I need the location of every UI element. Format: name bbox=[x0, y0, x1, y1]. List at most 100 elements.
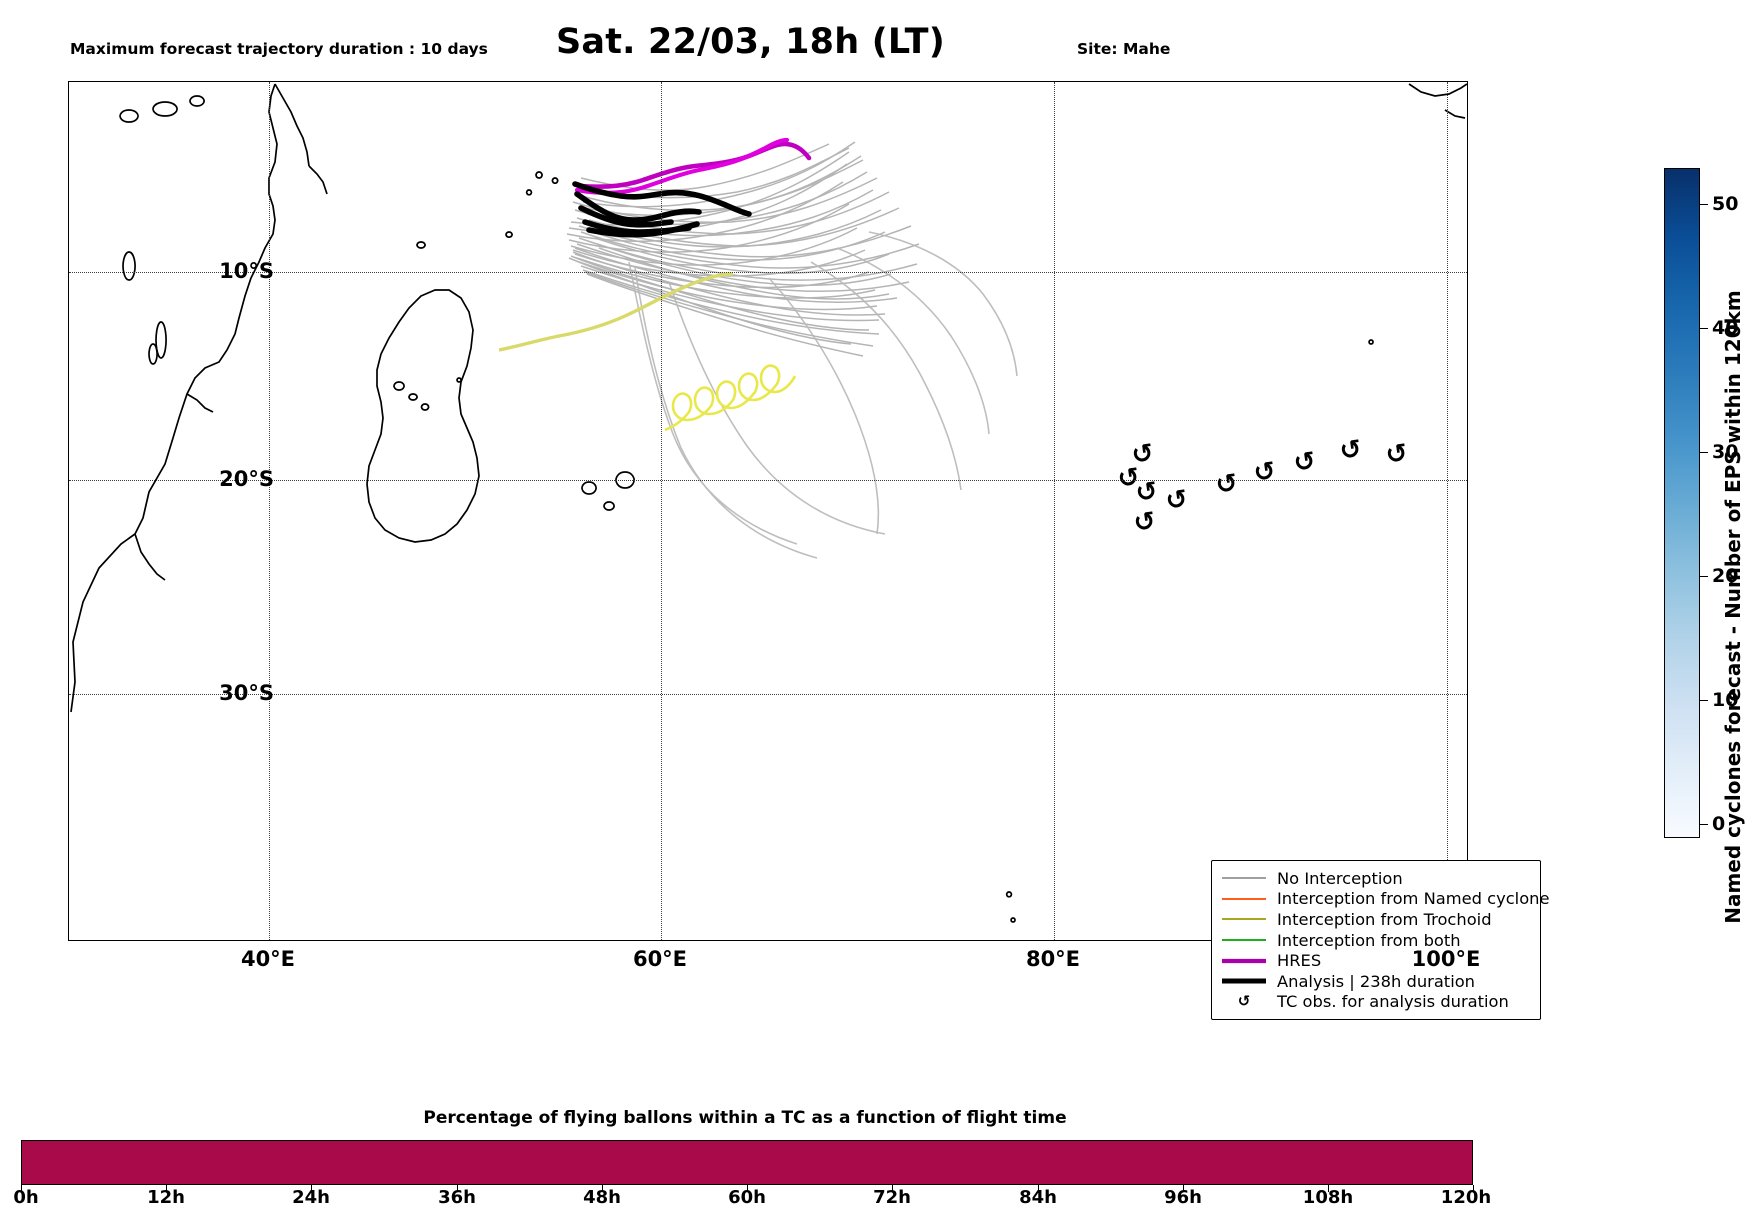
header-left-line-1: Maximum forecast trajectory duration : 1… bbox=[70, 39, 488, 58]
gridline-lon-100e bbox=[1447, 82, 1448, 940]
trochoid-track-2 bbox=[664, 364, 797, 432]
xtick-label-40e: 40°E bbox=[240, 947, 296, 971]
map-plot-area: ↺ ↺ ↺ ↺ ↺ ↺ ↺ ↺ ↺ ↺ No Intercep bbox=[68, 81, 1550, 1021]
svg-text:↺: ↺ bbox=[1384, 438, 1410, 471]
colorbar-tick-30 bbox=[1700, 452, 1708, 453]
progress-ticklabel-108h: 108h bbox=[1302, 1187, 1354, 1208]
colorbar-ticklabel-20: 20 bbox=[1712, 565, 1739, 587]
colorbar-ticklabel-30: 30 bbox=[1712, 441, 1739, 463]
legend-item-both: Interception from both bbox=[1220, 930, 1531, 951]
legend-label: Analysis | 238h duration bbox=[1277, 971, 1475, 991]
colorbar: 0 10 20 30 40 50 bbox=[1664, 168, 1738, 838]
svg-text:↺: ↺ bbox=[1292, 446, 1318, 479]
map-vector-layer: ↺ ↺ ↺ ↺ ↺ ↺ ↺ ↺ ↺ ↺ bbox=[70, 83, 1467, 923]
legend-item-named-cyclone: Interception from Named cyclone bbox=[1220, 889, 1550, 910]
progress-tickmark-96h bbox=[1183, 1185, 1184, 1192]
progress-tickmark-0h bbox=[21, 1185, 22, 1192]
progress-tickmark-120h bbox=[1473, 1185, 1474, 1192]
gridline-lon-60e bbox=[661, 82, 662, 940]
progress-ticklabel-48h: 48h bbox=[583, 1187, 621, 1208]
colorbar-ticklabel-10: 10 bbox=[1712, 689, 1739, 711]
legend-label: Interception from Trochoid bbox=[1277, 909, 1492, 929]
colorbar-tick-0 bbox=[1700, 824, 1708, 825]
cyclone-icon: ↺ bbox=[1220, 994, 1268, 1009]
legend-swatch-line-icon bbox=[1220, 977, 1268, 985]
legend-label: Interception from Named cyclone bbox=[1277, 889, 1550, 909]
svg-text:↺: ↺ bbox=[1130, 438, 1156, 471]
svg-text:↺: ↺ bbox=[1116, 462, 1142, 495]
legend-label: Interception from both bbox=[1277, 930, 1461, 950]
gridline-lon-80e bbox=[1054, 82, 1055, 940]
progress-tickmark-48h bbox=[602, 1185, 603, 1192]
colorbar-gradient bbox=[1664, 168, 1700, 838]
colorbar-tick-10 bbox=[1700, 700, 1708, 701]
legend-swatch-line-icon bbox=[1220, 936, 1268, 944]
progress-ticklabel-36h: 36h bbox=[438, 1187, 476, 1208]
legend-swatch-line-icon bbox=[1220, 915, 1268, 923]
progress-tickmark-72h bbox=[892, 1185, 893, 1192]
svg-text:↺: ↺ bbox=[1132, 506, 1158, 539]
hres-track-highlight bbox=[574, 137, 790, 195]
tc-observation-markers: ↺ ↺ ↺ ↺ ↺ ↺ ↺ ↺ ↺ ↺ bbox=[1116, 434, 1410, 539]
header-right-line-1: Site: Mahe bbox=[1077, 39, 1171, 58]
ensemble-trajectories-grey bbox=[566, 141, 920, 357]
ytick-label-20s: 20°S bbox=[219, 467, 274, 491]
progress-tickmark-60h bbox=[747, 1185, 748, 1192]
colorbar-ticklabel-50: 50 bbox=[1712, 193, 1739, 215]
svg-text:↺: ↺ bbox=[1252, 456, 1278, 489]
progress-tickmark-36h bbox=[457, 1185, 458, 1192]
colorbar-tick-40 bbox=[1700, 328, 1708, 329]
ensemble-trajectories-long bbox=[628, 231, 1018, 559]
progress-tickmark-84h bbox=[1038, 1185, 1039, 1192]
colorbar-label-text: Named cyclones forecast - Number of EPS … bbox=[1721, 289, 1745, 924]
progress-ticklabel-72h: 72h bbox=[873, 1187, 911, 1208]
progress-tickmark-12h bbox=[166, 1185, 167, 1192]
legend-label: HRES bbox=[1277, 951, 1322, 971]
progress-ticklabel-12h: 12h bbox=[147, 1187, 185, 1208]
gridline-lat-20s bbox=[69, 480, 1467, 481]
progress-ticklabel-0h: 0h bbox=[13, 1187, 39, 1208]
legend-item-analysis: Analysis | 238h duration bbox=[1220, 971, 1531, 992]
gridline-lat-30s bbox=[69, 694, 1467, 695]
progress-chart-title: Percentage of flying ballons within a TC… bbox=[423, 1108, 1067, 1128]
progress-ticklabel-24h: 24h bbox=[292, 1187, 330, 1208]
page-title: Sat. 22/03, 18h (LT) bbox=[556, 22, 945, 62]
colorbar-tick-50 bbox=[1700, 204, 1708, 205]
legend-label: TC obs. for analysis duration bbox=[1277, 992, 1509, 1012]
progress-ticklabel-96h: 96h bbox=[1164, 1187, 1202, 1208]
map-canvas: ↺ ↺ ↺ ↺ ↺ ↺ ↺ ↺ ↺ ↺ bbox=[69, 82, 1467, 940]
trochoid-track-1 bbox=[498, 272, 734, 352]
colorbar-ticklabel-40: 40 bbox=[1712, 317, 1739, 339]
progress-ticklabel-120h: 120h bbox=[1440, 1187, 1492, 1208]
progress-ticklabel-84h: 84h bbox=[1019, 1187, 1057, 1208]
colorbar-ticklabel-0: 0 bbox=[1712, 813, 1726, 835]
colorbar-axis-label: Named cyclones forecast - Number of EPS … bbox=[1718, 0, 1748, 1213]
legend-item-hres: HRES bbox=[1220, 950, 1531, 971]
svg-text:↺: ↺ bbox=[1134, 476, 1160, 509]
progress-bar-axes bbox=[21, 1140, 1473, 1185]
xtick-label-80e: 80°E bbox=[1025, 947, 1081, 971]
coastline-paths bbox=[70, 83, 1467, 923]
ytick-label-30s: 30°S bbox=[219, 681, 274, 705]
analysis-track bbox=[572, 181, 752, 238]
ytick-label-10s: 10°S bbox=[219, 259, 274, 283]
progress-tickmark-108h bbox=[1328, 1185, 1329, 1192]
colorbar-tick-20 bbox=[1700, 576, 1708, 577]
hres-track bbox=[578, 141, 812, 190]
progress-ticklabel-60h: 60h bbox=[728, 1187, 766, 1208]
legend-swatch-line-icon bbox=[1220, 895, 1268, 903]
svg-text:↺: ↺ bbox=[1214, 468, 1240, 501]
xtick-label-100e: 100°E bbox=[1411, 947, 1481, 971]
gridline-lat-10s bbox=[69, 272, 1467, 273]
legend-swatch-line-icon bbox=[1220, 957, 1268, 965]
gridline-lon-40e bbox=[269, 82, 270, 940]
progress-tickmark-24h bbox=[311, 1185, 312, 1192]
legend-item-no-interception: No Interception bbox=[1220, 868, 1531, 889]
legend-tc-glyph: ↺ bbox=[1237, 992, 1251, 1011]
progress-bar-fill bbox=[22, 1141, 1472, 1184]
legend-item-trochoid: Interception from Trochoid bbox=[1220, 909, 1531, 930]
svg-text:↺: ↺ bbox=[1164, 484, 1190, 517]
map-legend[interactable]: No Interception Interception from Named … bbox=[1211, 860, 1550, 1021]
svg-text:↺: ↺ bbox=[1338, 434, 1364, 467]
legend-item-tc-observation: ↺ TC obs. for analysis duration bbox=[1220, 992, 1531, 1013]
